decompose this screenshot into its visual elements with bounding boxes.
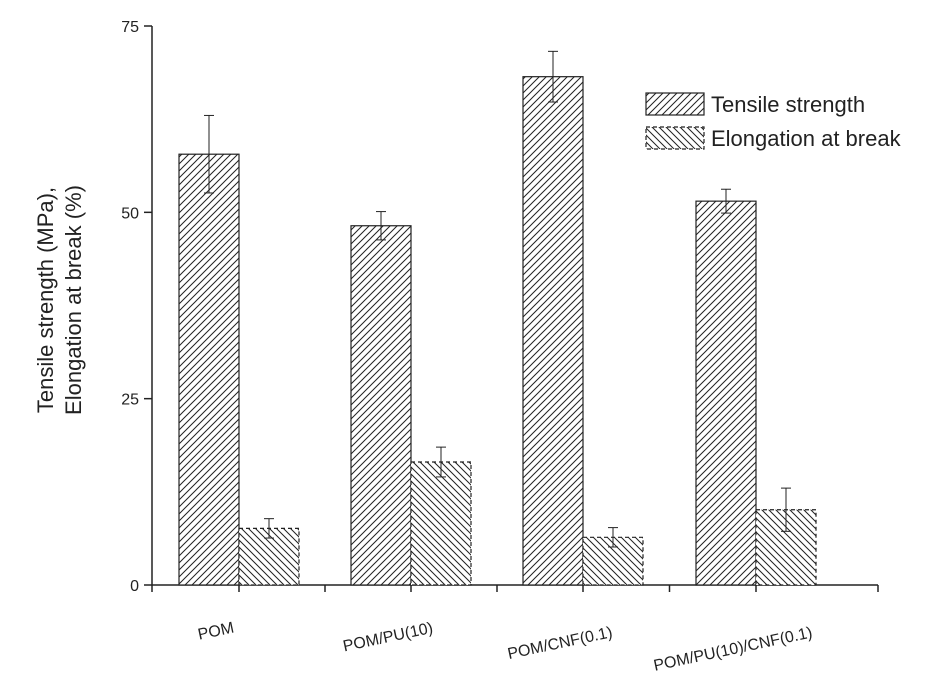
error-bar — [608, 527, 618, 548]
y-tick-label: 25 — [121, 392, 139, 409]
bar-tensile-strength-3 — [695, 200, 757, 586]
error-bar — [548, 50, 558, 103]
x-ticks-group — [151, 585, 879, 592]
x-category-label: POM/PU(10)/CNF(0.1) — [652, 624, 814, 674]
x-category-label: POM/PU(10) — [342, 620, 435, 656]
legend-label-elongation-at-break: Elongation at break — [711, 126, 902, 151]
x-category-label: POM/CNF(0.1) — [506, 624, 614, 663]
error-bar — [436, 446, 446, 478]
y-tick-label: 0 — [130, 578, 139, 595]
legend-label-tensile-strength: Tensile strength — [711, 92, 865, 117]
category-labels-group: POM POM/PU(10) POM/CNF(0.1) POM/PU(10)/CNF(… — [196, 619, 813, 674]
bar-elongation-at-break-1 — [410, 461, 472, 586]
y-axis-title-line-1: Tensile strength (MPa), — [33, 187, 58, 413]
bar-tensile-strength-0 — [178, 153, 240, 586]
legend: Tensile strength Elongation at break — [645, 92, 902, 151]
y-ticks-group: 0 25 50 75 — [121, 19, 152, 595]
y-axis-title: Tensile strength (MPa), Elongation at br… — [33, 185, 86, 415]
error-bar — [204, 114, 214, 194]
legend-swatch-tensile-strength — [645, 92, 705, 116]
y-tick-label: 50 — [121, 205, 139, 222]
bars-group — [178, 76, 817, 586]
x-category-label: POM — [196, 619, 235, 643]
error-bar — [781, 487, 791, 532]
error-bar — [264, 518, 274, 539]
y-axis-title-line-2: Elongation at break (%) — [61, 185, 86, 415]
error-bars-group — [204, 50, 791, 548]
y-tick-label: 75 — [121, 19, 139, 36]
error-bar — [721, 188, 731, 214]
bar-tensile-strength-2 — [522, 76, 584, 586]
legend-swatch-elongation-at-break — [645, 126, 705, 150]
error-bar — [376, 211, 386, 241]
bar-tensile-strength-1 — [350, 225, 412, 586]
